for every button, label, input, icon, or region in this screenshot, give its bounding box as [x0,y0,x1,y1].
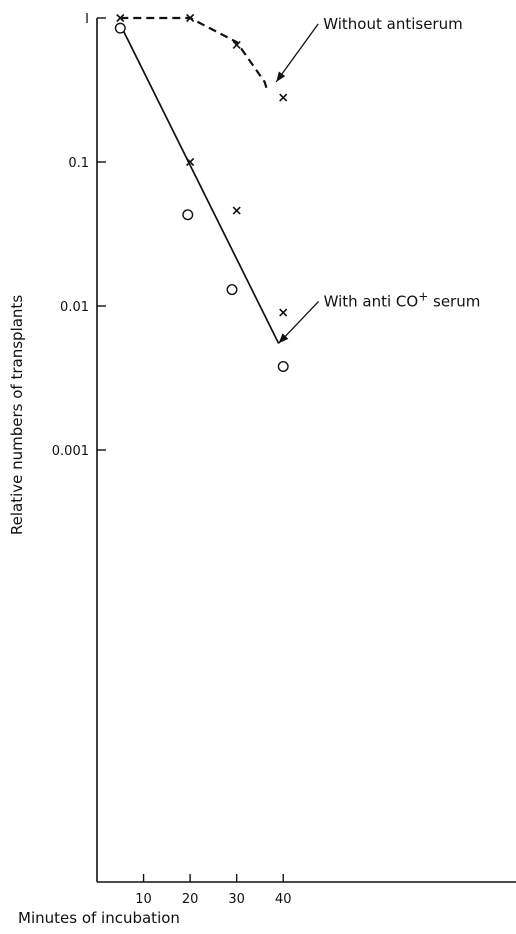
annotation-suffix: serum [428,292,480,310]
y-tick-label: 0.001 [52,444,89,459]
x-tick-label: 10 [135,892,152,907]
x-axis-title: Minutes of incubation [18,909,180,927]
x-tick-label: 20 [182,892,199,907]
y-tick-label: 0.1 [68,156,89,171]
circle-marker [182,209,194,221]
y-axis-ticks: I 0.1 0.01 0.001 [52,12,106,459]
axes [96,18,516,883]
annotation-label: Without antiserum [323,15,462,33]
annotation-label: With anti CO+ serum [324,289,481,310]
dashed-series-line [120,16,268,90]
x-axis-ticks: 10 20 30 40 [135,874,291,907]
annotation-leader [275,23,319,83]
circle-marker [226,284,238,296]
x-tick-label: 40 [275,892,292,907]
cross-marker [116,13,125,23]
cross-marker [186,157,195,167]
circle-marker [114,22,126,34]
annotation-superscript: + [418,289,428,303]
y-tick-label: 0.01 [60,300,89,315]
circle-marker [277,361,289,373]
data-points [114,13,289,373]
series-lines [119,16,280,344]
annotation-arrowhead [278,333,289,344]
cross-marker [279,93,288,102]
y-tick-label: I [85,12,89,27]
cross-marker [279,308,288,317]
cross-marker [186,13,195,23]
cross-marker [232,40,241,50]
annotation-arrowhead [276,71,286,82]
y-axis-title: Relative numbers of transplants [8,295,26,535]
annotations: Without antiserum With anti CO+ serum [275,15,481,344]
cross-marker [232,206,241,215]
x-tick-label: 30 [228,892,245,907]
solid-series-line [119,24,280,344]
